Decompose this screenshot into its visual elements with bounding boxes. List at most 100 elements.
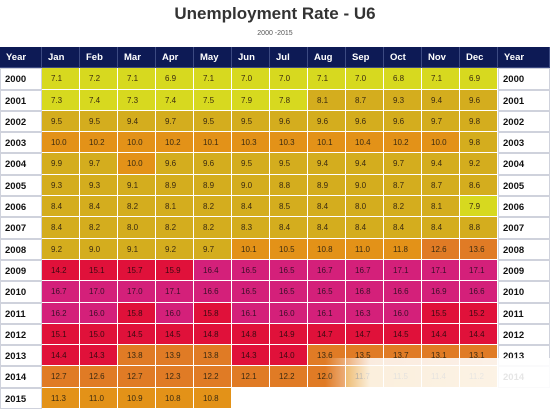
rate-cell: 13.8 bbox=[194, 345, 232, 367]
rate-cell: 13.6 bbox=[460, 238, 498, 260]
rate-cell: 16.0 bbox=[80, 302, 118, 324]
rate-cell: 10.0 bbox=[118, 153, 156, 175]
rate-cell: 14.5 bbox=[384, 323, 422, 346]
rate-cell: 9.2 bbox=[42, 238, 80, 260]
row-year-label-right: 2008 bbox=[498, 238, 550, 260]
rate-cell: 8.7 bbox=[384, 174, 422, 197]
rate-cell: 8.7 bbox=[346, 89, 384, 111]
rate-cell: 8.7 bbox=[422, 174, 460, 197]
rate-cell: 10.0 bbox=[42, 132, 80, 154]
rate-cell: 8.2 bbox=[80, 217, 118, 239]
rate-cell: 12.2 bbox=[194, 366, 232, 388]
row-year-label-right: 2000 bbox=[498, 68, 550, 90]
rate-cell: 10.2 bbox=[80, 132, 118, 154]
rate-cell: 8.4 bbox=[308, 217, 346, 239]
rate-cell: 17.0 bbox=[80, 281, 118, 303]
rate-cell: 16.5 bbox=[232, 259, 270, 282]
rate-cell: 9.5 bbox=[232, 110, 270, 133]
header-month: Jan bbox=[42, 47, 80, 69]
rate-cell: 14.4 bbox=[42, 345, 80, 367]
rate-cell: 12.6 bbox=[422, 238, 460, 260]
header-month: Nov bbox=[422, 47, 460, 69]
rate-cell: 14.4 bbox=[422, 323, 460, 346]
rate-cell: 9.6 bbox=[308, 110, 346, 133]
rate-cell: 9.2 bbox=[460, 153, 498, 175]
row-year-label-right: 2011 bbox=[498, 302, 550, 324]
rate-cell: 9.3 bbox=[384, 89, 422, 111]
rate-cell: 14.8 bbox=[232, 323, 270, 346]
rate-cell: 15.8 bbox=[194, 302, 232, 324]
rate-cell: 7.0 bbox=[270, 68, 308, 90]
row-year-label-right: 2001 bbox=[498, 89, 550, 111]
rate-cell: 15.8 bbox=[118, 302, 156, 324]
rate-cell: 8.4 bbox=[346, 217, 384, 239]
rate-cell: 15.9 bbox=[156, 259, 194, 282]
chart-title: Unemployment Rate - U6 bbox=[174, 4, 376, 23]
rate-cell: 10.1 bbox=[232, 238, 270, 260]
row-year-label: 2009 bbox=[0, 259, 42, 282]
rate-cell: 16.7 bbox=[346, 259, 384, 282]
rate-cell: 14.5 bbox=[156, 323, 194, 346]
rate-cell: 16.4 bbox=[194, 259, 232, 282]
rate-cell: 9.6 bbox=[346, 110, 384, 133]
rate-cell: 17.1 bbox=[384, 259, 422, 282]
rate-cell: 9.6 bbox=[270, 110, 308, 133]
rate-cell: 12.1 bbox=[232, 366, 270, 388]
rate-cell: 16.5 bbox=[232, 281, 270, 303]
rate-cell: 14.3 bbox=[232, 345, 270, 367]
rate-cell: 10.8 bbox=[308, 238, 346, 260]
rate-cell: 7.0 bbox=[346, 68, 384, 90]
rate-cell: 9.4 bbox=[422, 153, 460, 175]
rate-cell: 8.2 bbox=[194, 217, 232, 239]
rate-cell: 9.1 bbox=[118, 238, 156, 260]
rate-cell: 8.8 bbox=[270, 174, 308, 197]
rate-cell: 14.0 bbox=[270, 345, 308, 367]
rate-cell: 8.9 bbox=[308, 174, 346, 197]
header-month: May bbox=[194, 47, 232, 69]
rate-cell: 10.4 bbox=[346, 132, 384, 154]
rate-cell: 8.4 bbox=[42, 217, 80, 239]
rate-cell: 11.3 bbox=[42, 387, 80, 409]
rate-cell: 8.2 bbox=[194, 196, 232, 218]
rate-cell: 9.6 bbox=[460, 89, 498, 111]
rate-cell: 7.3 bbox=[118, 89, 156, 111]
rate-cell: 10.5 bbox=[270, 238, 308, 260]
row-year-label: 2005 bbox=[0, 174, 42, 197]
rate-cell: 10.2 bbox=[156, 132, 194, 154]
rate-cell: 10.8 bbox=[156, 387, 194, 409]
header-month: Mar bbox=[118, 47, 156, 69]
rate-cell: 16.6 bbox=[194, 281, 232, 303]
rate-cell: 13.9 bbox=[156, 345, 194, 367]
rate-cell: 9.9 bbox=[42, 153, 80, 175]
rate-cell: 6.9 bbox=[156, 68, 194, 90]
rate-cell: 9.6 bbox=[156, 153, 194, 175]
rate-cell: 14.4 bbox=[460, 323, 498, 346]
rate-cell: 9.3 bbox=[80, 174, 118, 197]
header-month: Sep bbox=[346, 47, 384, 69]
rate-cell: 7.1 bbox=[118, 68, 156, 90]
rate-cell: 11.0 bbox=[80, 387, 118, 409]
header-month: Dec bbox=[460, 47, 498, 69]
rate-cell: 9.4 bbox=[118, 110, 156, 133]
rate-cell: 7.3 bbox=[42, 89, 80, 111]
rate-cell: 10.1 bbox=[308, 132, 346, 154]
rate-cell: 17.1 bbox=[422, 259, 460, 282]
watermark-smudge bbox=[325, 358, 550, 388]
unemployment-table: Year Jan Feb Mar Apr May Jun Jul Aug Sep Oct Nov Dec… bbox=[0, 47, 550, 409]
rate-cell: 14.7 bbox=[346, 323, 384, 346]
rate-cell: 14.5 bbox=[118, 323, 156, 346]
row-year-label-right: 2009 bbox=[498, 259, 550, 282]
rate-cell: 13.8 bbox=[118, 345, 156, 367]
rate-cell: 9.5 bbox=[194, 110, 232, 133]
rate-cell: 10.2 bbox=[384, 132, 422, 154]
row-year-label: 2007 bbox=[0, 217, 42, 239]
rate-cell: 8.4 bbox=[384, 217, 422, 239]
rate-cell: 9.6 bbox=[194, 153, 232, 175]
rate-cell: 17.1 bbox=[156, 281, 194, 303]
rate-cell: 8.1 bbox=[156, 196, 194, 218]
row-year-label: 2014 bbox=[0, 366, 42, 388]
rate-cell: 9.5 bbox=[270, 153, 308, 175]
rate-cell: 8.2 bbox=[118, 196, 156, 218]
rate-cell: 7.2 bbox=[80, 68, 118, 90]
rate-cell: 9.2 bbox=[156, 238, 194, 260]
